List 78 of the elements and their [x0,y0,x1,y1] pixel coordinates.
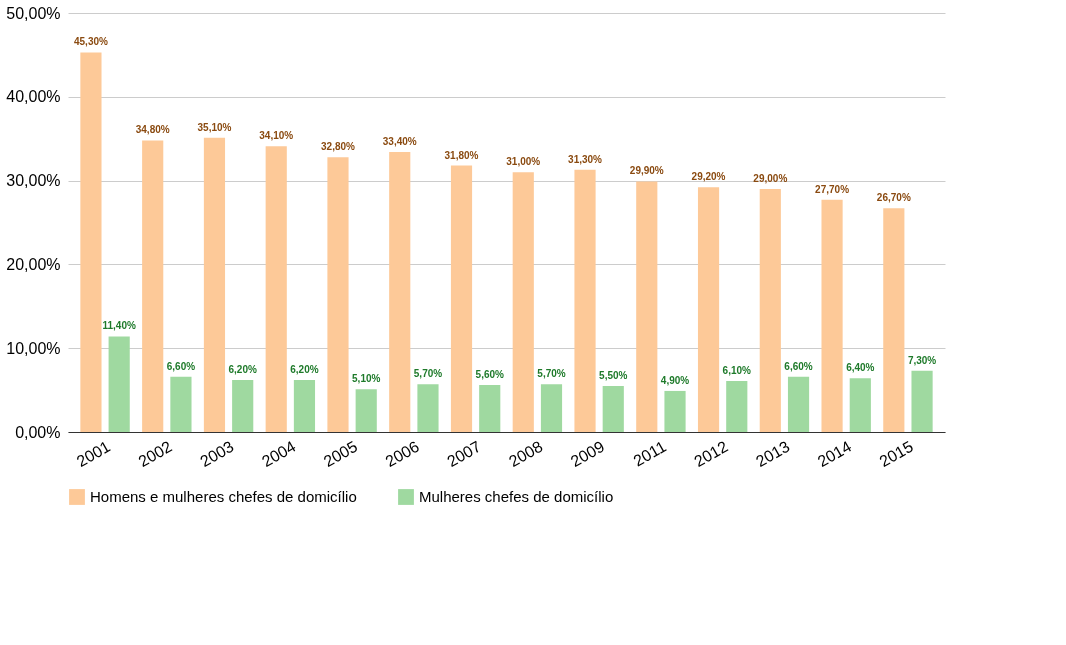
bar [479,385,501,432]
data-label: 29,20% [691,171,726,183]
bar [540,384,563,432]
bar [108,336,130,432]
x-tick-label: 2014 [814,437,855,471]
data-label: 5,10% [352,373,381,385]
y-tick-label: 30,00% [6,172,61,190]
bar [232,380,254,432]
data-label: 5,70% [537,368,566,380]
data-label: 4,90% [660,374,690,386]
data-label: 29,90% [629,165,664,177]
data-label: 6,20% [290,364,319,376]
data-label: 6,10% [722,364,752,376]
x-tick-label: 2012 [691,437,731,471]
data-label: 26,70% [876,192,911,204]
bar [664,390,686,432]
bar [450,165,473,432]
data-label: 34,10% [259,130,294,142]
data-label: 11,40% [102,320,136,332]
bar [389,152,411,432]
x-tick-label: 2005 [320,437,361,471]
y-tick-label: 0,00% [15,423,61,441]
y-tick-label: 20,00% [6,255,61,273]
bar [142,140,164,432]
x-tick-label: 2002 [135,437,175,471]
data-label: 27,70% [815,183,850,195]
data-label: 6,20% [228,364,257,376]
x-tick-label: 2013 [753,437,793,471]
bar [697,187,720,432]
y-tick-label: 40,00% [6,88,61,106]
bar [574,169,596,432]
bar [849,378,871,432]
bar [170,376,192,432]
bar [759,188,781,432]
bar [883,208,905,432]
data-label: 6,40% [846,362,875,374]
data-label: 33,40% [382,136,417,148]
data-label: 6,60% [784,360,813,372]
x-tick-label: 2009 [567,437,608,471]
x-tick-label: 2001 [73,437,114,471]
bar [265,146,287,432]
data-label: 31,80% [444,149,479,161]
data-label: 45,30% [73,36,108,48]
data-label: 29,00% [753,172,788,184]
data-label: 5,50% [599,369,628,381]
x-tick-label: 2008 [506,437,546,471]
bar [726,380,748,432]
data-label: 5,60% [475,369,505,381]
bar [602,385,624,432]
data-label: 6,60% [166,360,196,372]
data-label: 7,30% [907,354,937,366]
bar [203,137,226,432]
x-tick-label: 2011 [630,437,669,470]
y-tick-label: 10,00% [6,339,61,357]
bar [636,181,658,432]
bar [327,157,349,432]
x-tick-label: 2015 [876,437,917,471]
x-tick-label: 2003 [197,437,237,471]
data-label: 32,80% [321,141,356,153]
bar [80,52,102,432]
legend-label: Homens e mulheres chefes de domicílio [90,488,357,505]
bar [417,384,439,432]
x-tick-label: 2006 [382,437,422,471]
bar [512,172,534,432]
data-label: 35,10% [197,121,232,133]
x-tick-label: 2004 [259,437,299,471]
x-tick-label: 2007 [444,437,484,471]
data-label: 34,80% [135,124,170,136]
bar [355,389,377,432]
bar [787,376,810,432]
bar [911,370,933,432]
data-label: 31,00% [506,156,541,168]
data-label: 31,30% [568,153,603,165]
legend-label: Mulheres chefes de domicílio [419,488,614,505]
bar [293,380,316,432]
data-label: 5,70% [413,368,443,380]
bar [821,199,843,432]
y-tick-label: 50,00% [6,4,61,22]
